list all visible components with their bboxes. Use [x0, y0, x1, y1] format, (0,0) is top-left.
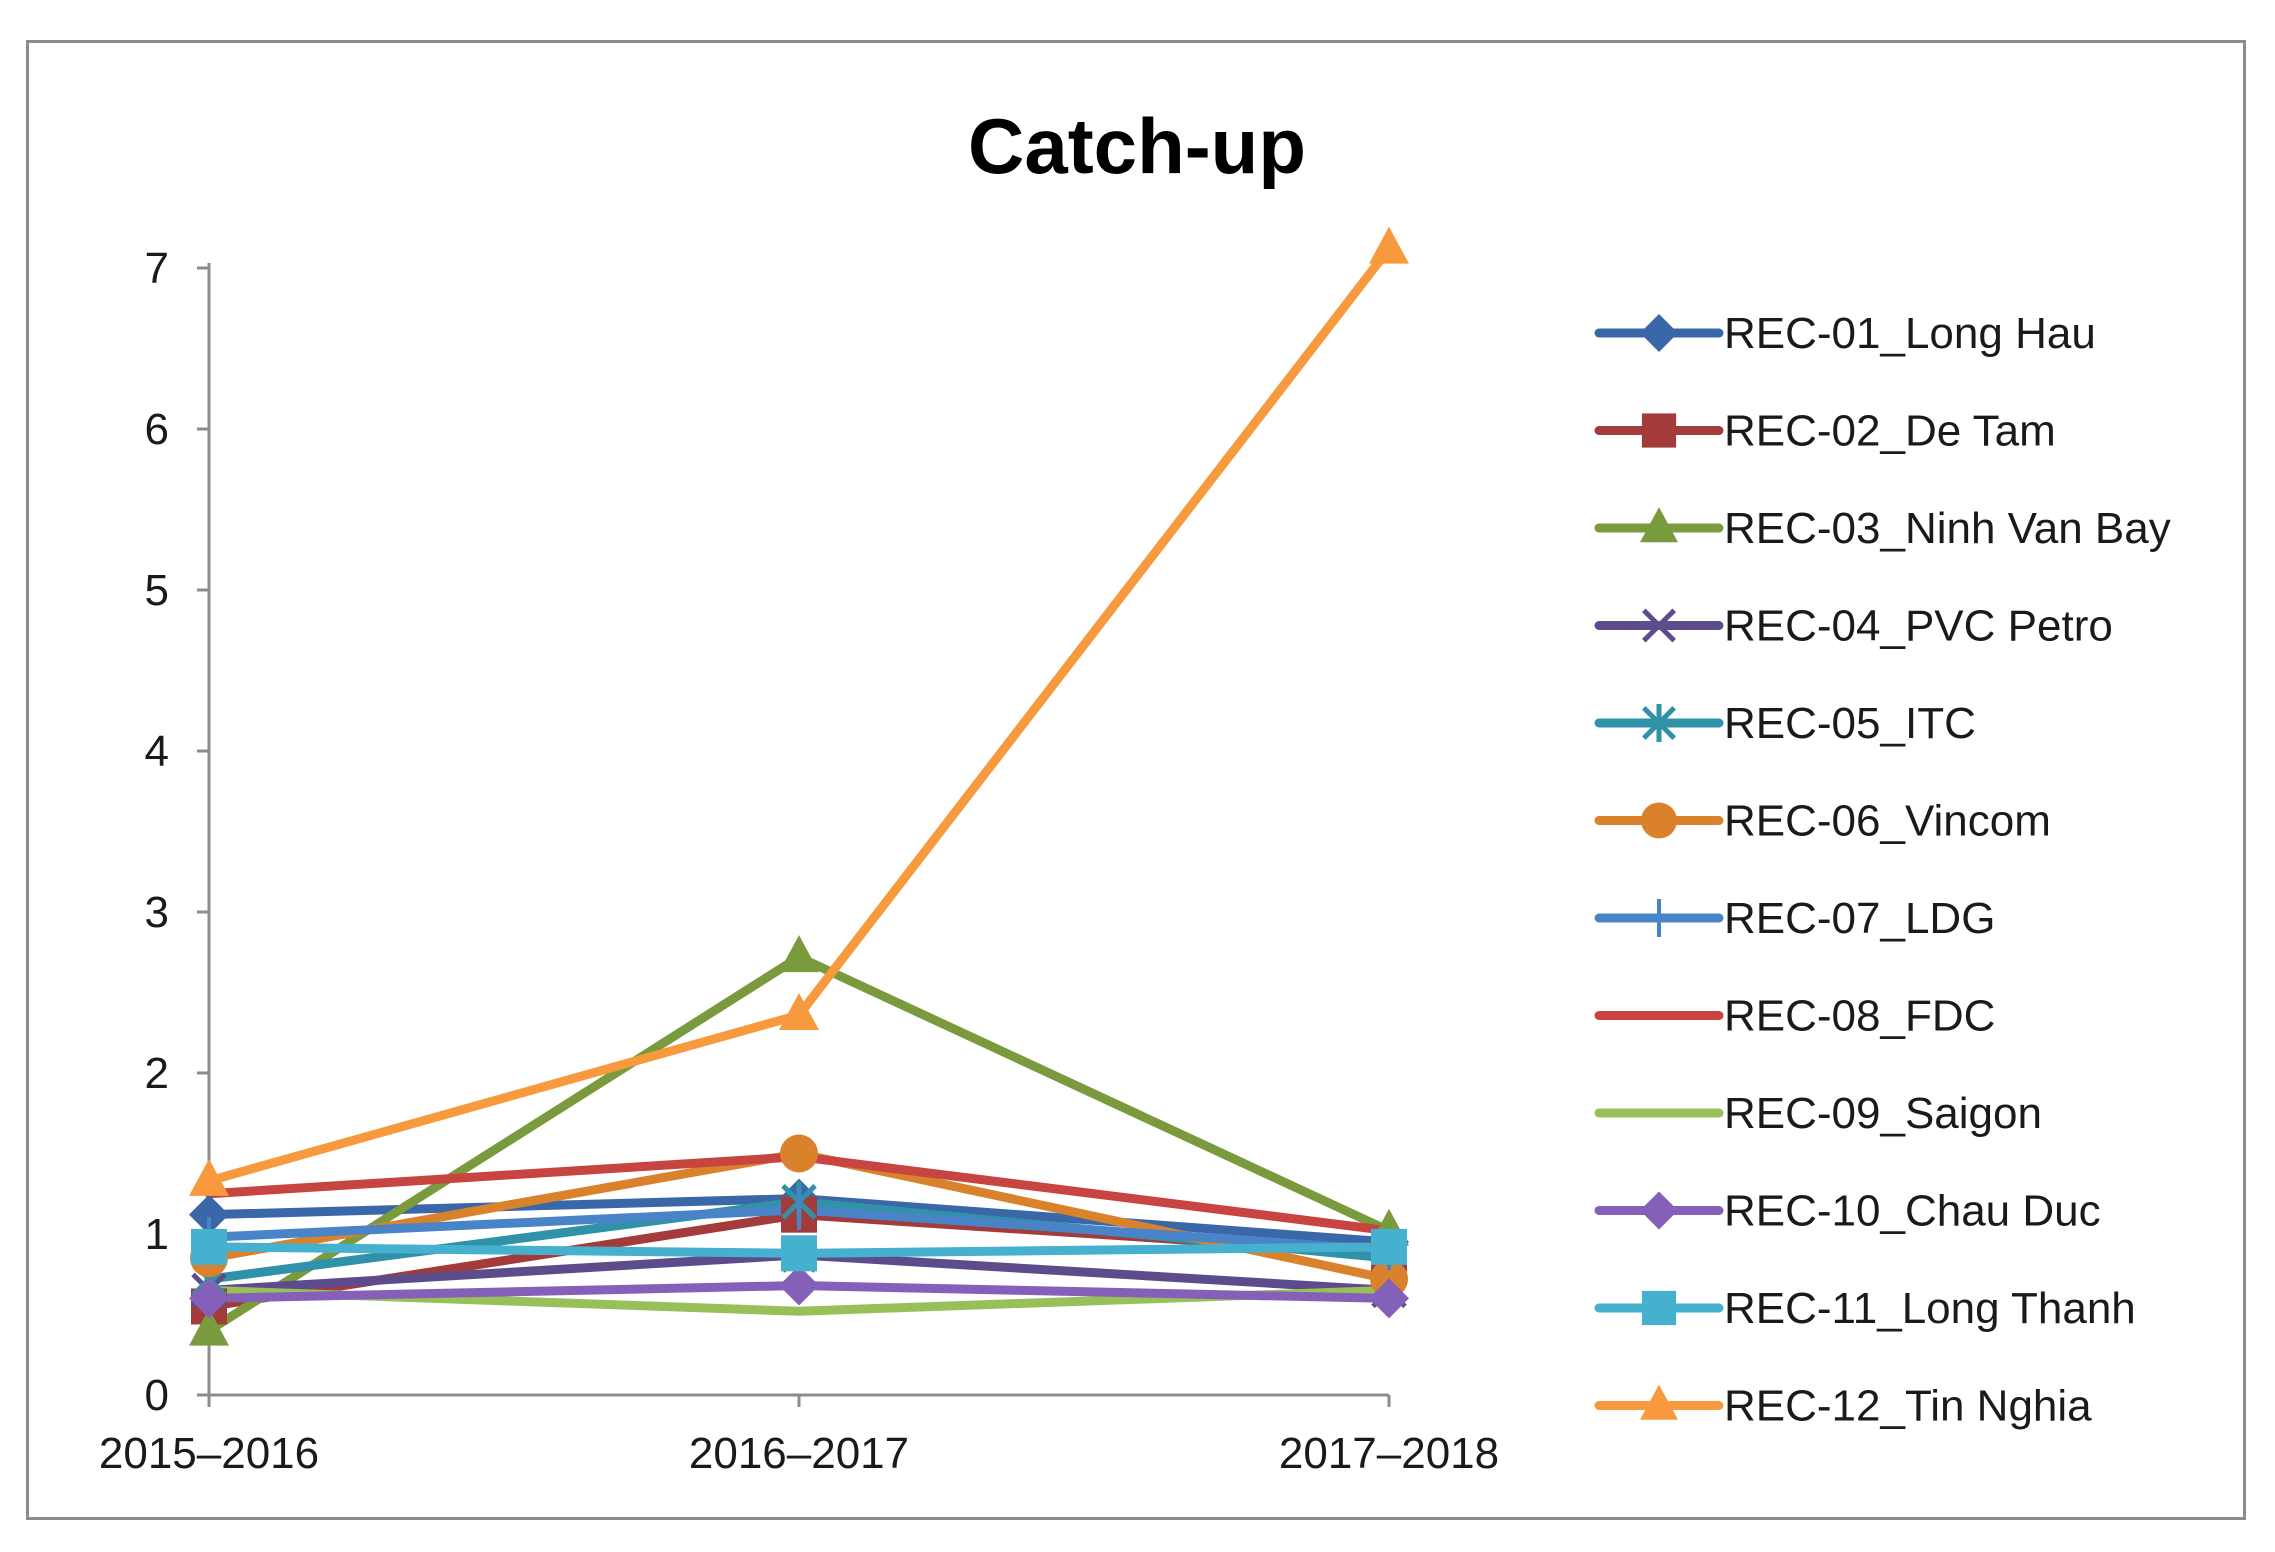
data-point-11 — [191, 1228, 227, 1265]
legend-marker-6 — [1640, 802, 1678, 839]
legend-marker-12 — [1640, 1384, 1678, 1420]
y-tick-label: 2 — [145, 1049, 169, 1098]
data-point-10 — [189, 1278, 229, 1319]
data-point-1 — [189, 1194, 229, 1235]
y-tick-label: 0 — [145, 1371, 169, 1420]
data-point-11 — [1371, 1228, 1407, 1265]
data-point-3 — [779, 935, 819, 973]
data-point-3 — [189, 1308, 229, 1346]
data-point-6 — [780, 1134, 818, 1173]
x-tick-label: 2016–2017 — [689, 1429, 909, 1478]
y-tick-label: 6 — [145, 405, 169, 454]
y-tick-label: 3 — [145, 888, 169, 937]
data-point-10 — [1369, 1278, 1409, 1319]
legend-marker-10 — [1640, 1191, 1678, 1230]
y-tick-label: 7 — [145, 244, 169, 293]
x-tick-label: 2015–2016 — [99, 1429, 319, 1478]
data-point-11 — [781, 1235, 817, 1272]
series-markers — [189, 226, 1409, 1346]
legend-label-10: REC-10_Chau Duc — [1724, 1187, 2101, 1236]
legend-marker-1 — [1640, 314, 1678, 352]
legend-label-5: REC-05_ITC — [1724, 699, 1976, 748]
legend-label-7: REC-07_LDG — [1724, 894, 1995, 943]
legend-label-12: REC-12_Tin Nghia — [1724, 1382, 2092, 1431]
legend-marker-11 — [1641, 1290, 1677, 1326]
x-tick-label: 2017–2018 — [1279, 1429, 1499, 1478]
legend: REC-01_Long Hau REC-02_De Tam REC-03_Ninh … — [1594, 309, 2171, 1431]
data-point-12 — [189, 1158, 229, 1196]
legend-label-11: REC-11_Long Thanh — [1724, 1284, 2136, 1333]
chart-frame: Catch-up 0 1 2 3 4 5 6 7 2015–2016 2016–2017 2017… — [26, 40, 2246, 1520]
legend-label-3: REC-03_Ninh Van Bay — [1724, 504, 2171, 553]
legend-marker-2 — [1641, 413, 1677, 448]
chart-title: Catch-up — [968, 102, 1306, 190]
legend-label-8: REC-08_FDC — [1724, 992, 1995, 1041]
legend-label-9: REC-09_Saigon — [1724, 1089, 2042, 1138]
legend-marker-3 — [1640, 507, 1678, 543]
legend-marker-5 — [1642, 704, 1676, 742]
legend-label-2: REC-02_De Tam — [1724, 407, 2056, 456]
y-axis-ticks: 0 1 2 3 4 5 6 7 — [145, 244, 209, 1420]
chart-svg: Catch-up 0 1 2 3 4 5 6 7 2015–2016 2016–2017 2017… — [99, 102, 2171, 1478]
x-axis-ticks: 2015–2016 2016–2017 2017–2018 — [99, 1395, 1499, 1478]
legend-label-6: REC-06_Vincom — [1724, 797, 2051, 846]
series-line-12 — [204, 244, 1394, 1186]
legend-marker-4 — [1642, 608, 1676, 643]
y-tick-label: 4 — [145, 727, 169, 776]
data-point-10 — [779, 1265, 819, 1306]
legend-label-1: REC-01_Long Hau — [1724, 309, 2096, 358]
y-tick-label: 1 — [145, 1210, 169, 1259]
data-point-12 — [1369, 226, 1409, 264]
y-tick-label: 5 — [145, 566, 169, 615]
data-point-12 — [779, 993, 819, 1031]
legend-label-4: REC-04_PVC Petro — [1724, 602, 2113, 651]
